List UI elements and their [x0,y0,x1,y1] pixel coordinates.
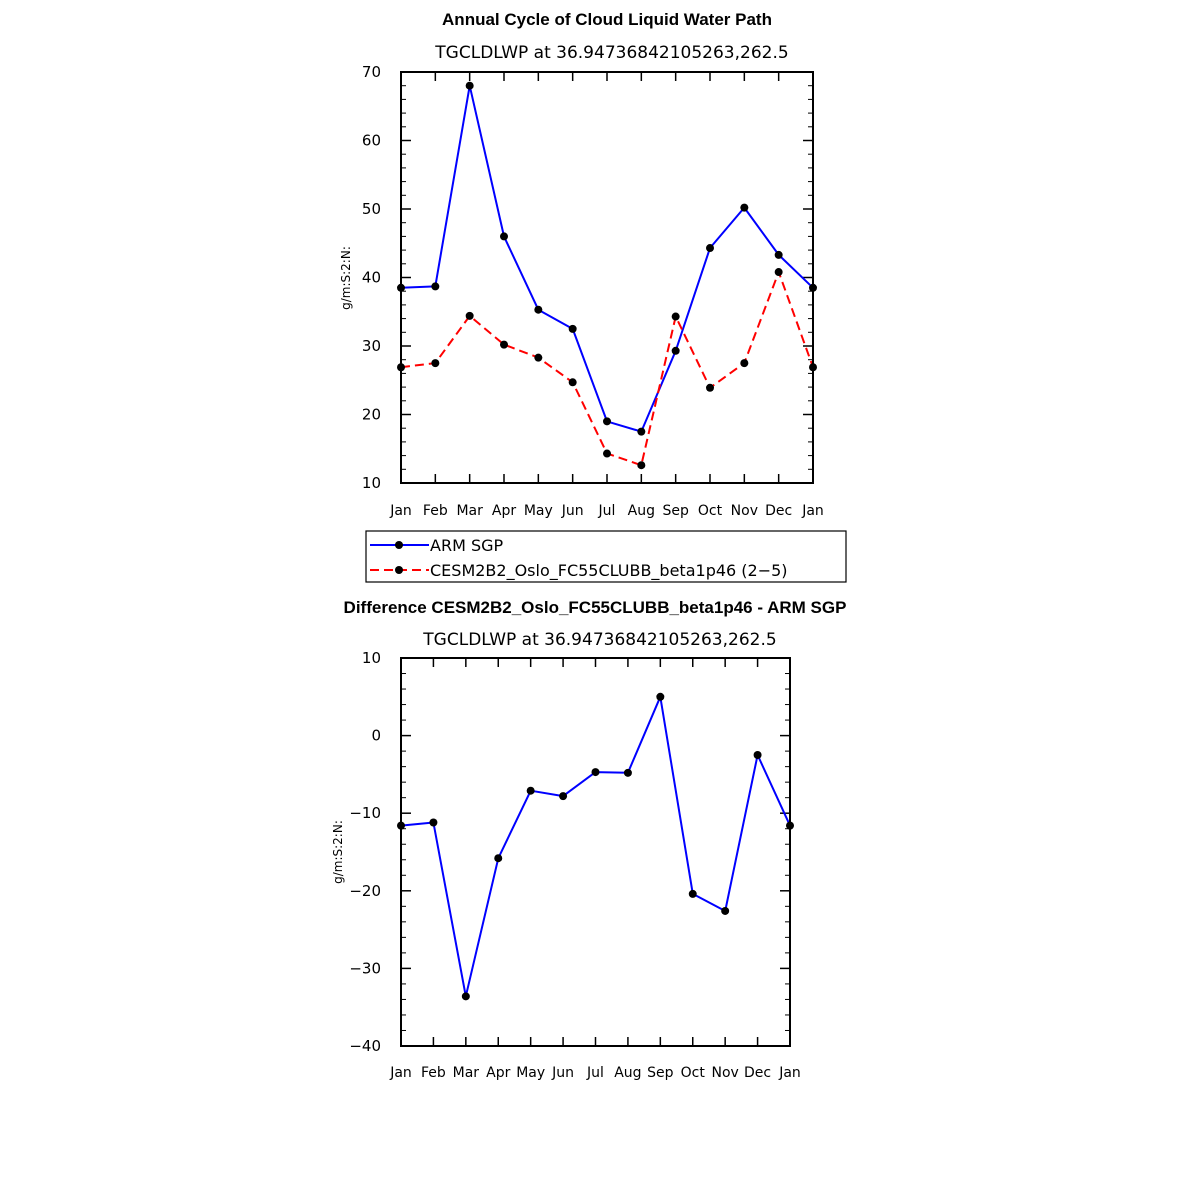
x-tick-label: Nov [731,503,758,519]
x-tick-label: Jul [586,1065,604,1081]
x-tick-label: Jun [551,1065,574,1081]
y-tick-label: 40 [362,269,381,287]
legend-label-cesm: CESM2B2_Oslo_FC55CLUBB_beta1p46 (2−5) [430,561,788,581]
data-point [671,312,680,321]
y-tick-label: −30 [349,959,381,977]
data-point [706,383,714,392]
chart-title: Difference CESM2B2_Oslo_FC55CLUBB_beta1p… [344,598,847,617]
y-tick-label: 10 [362,474,381,492]
data-point [568,324,577,333]
data-point [774,268,783,277]
y-tick-label: 20 [362,406,381,424]
annual-cycle-chart: Annual Cycle of Cloud Liquid Water Path … [339,10,824,519]
y-tick-label: 10 [362,649,381,667]
data-point [526,786,535,795]
x-tick-label: Apr [486,1065,510,1081]
difference-chart: Difference CESM2B2_Oslo_FC55CLUBB_beta1p… [331,598,846,1081]
chart-subtitle: TGCLDLWP at 36.94736842105263,262.5 [434,43,788,63]
data-point [637,427,646,436]
data-point [429,818,438,827]
data-point [740,359,749,368]
data-point [465,81,474,90]
x-tick-label: Jul [598,503,616,519]
data-point [500,232,508,241]
x-tick-label: Mar [456,503,483,519]
data-point [559,792,568,801]
data-point [461,992,470,1001]
legend-marker-arm-sgp [395,541,403,549]
series-line-0 [400,84,814,433]
x-tick-label: Feb [423,503,448,519]
data-point [774,250,783,259]
legend-entry-cesm: CESM2B2_Oslo_FC55CLUBB_beta1p46 (2−5) [370,561,788,581]
plot-frame [400,657,791,1047]
y-tick-label: −10 [349,804,381,822]
data-point [721,906,730,915]
y-tick-label: 30 [362,337,381,355]
data-point [603,417,611,426]
x-tick-label: Feb [421,1065,446,1081]
legend-label-arm-sgp: ARM SGP [430,536,504,555]
x-tick-label: Aug [614,1065,641,1081]
legend-box [365,530,847,583]
x-tick-label: Aug [628,503,655,519]
legend-entry-arm-sgp: ARM SGP [370,536,504,555]
x-tick-label: Sep [662,503,689,519]
series-line-1 [400,271,814,467]
y-tick-label: 50 [362,200,381,218]
plot-frame [400,71,814,484]
x-tick-label: Dec [744,1065,771,1081]
data-point [740,203,749,212]
data-point [603,449,611,458]
x-tick-label: Oct [681,1065,706,1081]
data-point [465,311,474,320]
data-point [534,353,543,362]
x-tick-label: May [524,503,553,519]
x-tick-label: Oct [698,503,723,519]
x-tick-label: Jan [778,1065,801,1081]
chart-subtitle: TGCLDLWP at 36.94736842105263,262.5 [422,630,776,650]
legend: ARM SGP CESM2B2_Oslo_FC55CLUBB_beta1p46 … [365,530,847,583]
y-tick-label: 60 [362,132,381,150]
data-point [623,768,632,777]
x-tick-label: Dec [765,503,792,519]
y-axis-label: g/m:S:2:N: [331,820,345,884]
data-point [500,340,508,349]
data-point [534,305,543,314]
data-point [431,359,440,368]
data-point [706,244,714,253]
y-tick-label: −40 [349,1037,381,1055]
chart-title: Annual Cycle of Cloud Liquid Water Path [442,10,772,29]
x-tick-label: Jan [389,503,412,519]
data-point [656,692,665,701]
data-point [637,461,646,470]
x-tick-label: Mar [453,1065,480,1081]
data-point [568,378,577,387]
data-point [591,768,600,777]
legend-marker-cesm [395,566,403,574]
y-tick-label: 0 [371,727,381,745]
x-tick-label: Apr [492,503,516,519]
data-point [494,854,503,863]
x-tick-label: May [516,1065,545,1081]
data-point [753,751,762,759]
x-tick-label: Sep [647,1065,674,1081]
data-point [688,889,697,898]
y-tick-label: 70 [362,63,381,81]
series-line-0 [400,695,791,998]
y-axis-label: g/m:S:2:N: [339,246,353,310]
x-tick-label: Nov [712,1065,739,1081]
y-tick-label: −20 [349,882,381,900]
x-tick-label: Jan [801,503,824,519]
data-point [671,346,680,355]
x-tick-label: Jan [389,1065,412,1081]
x-tick-label: Jun [561,503,584,519]
data-point [431,282,440,291]
